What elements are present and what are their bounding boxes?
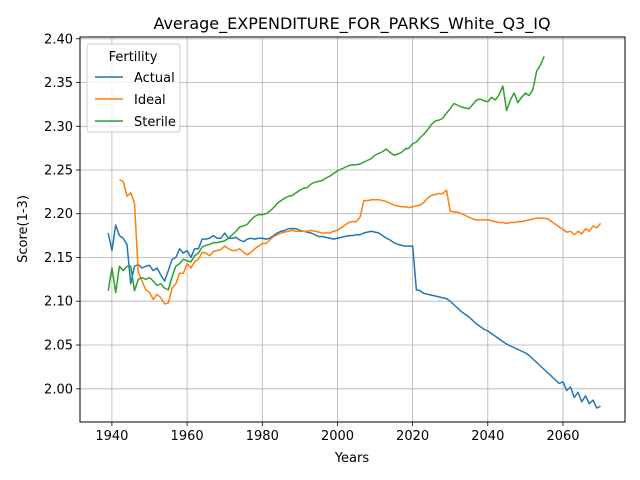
y-tick-label: 2.35: [44, 76, 73, 91]
x-tick-label: 2040: [471, 429, 504, 444]
y-axis-label: Score(1-3): [16, 195, 31, 263]
chart-title: Average_EXPENDITURE_FOR_PARKS_White_Q3_I…: [153, 14, 550, 34]
y-tick-label: 2.25: [44, 164, 73, 179]
legend-box: [86, 43, 181, 133]
x-tick-label: 1960: [171, 429, 204, 444]
x-tick-label: 2060: [546, 429, 579, 444]
x-tick-label: 1980: [246, 429, 279, 444]
axis-ticks: 1940 1960 1980 2000 2020 2040 2060 2.00 2.05 2.10…: [44, 32, 580, 444]
legend-entries: Actual Ideal Sterile: [95, 71, 176, 130]
y-tick-label: 2.00: [44, 382, 73, 397]
series-line-actual: [107, 224, 601, 409]
x-axis-label: Years: [334, 451, 370, 466]
y-tick-label: 2.40: [44, 32, 73, 47]
series-line-sterile: [107, 55, 545, 294]
x-tick-label: 2020: [396, 429, 429, 444]
y-tick-label: 2.10: [44, 295, 73, 310]
legend-label-sterile: Sterile: [134, 115, 176, 130]
legend-label-ideal: Ideal: [134, 93, 166, 108]
grid: [80, 37, 625, 422]
y-tick-label: 2.30: [44, 120, 73, 135]
series-line-ideal: [119, 178, 602, 305]
y-tick-label: 2.20: [44, 207, 73, 222]
legend-title: Fertility: [109, 50, 158, 65]
x-tick-label: 2000: [321, 429, 354, 444]
series-lines: [107, 55, 602, 409]
legend-label-actual: Actual: [134, 71, 175, 86]
x-tick-label: 1940: [95, 429, 128, 444]
y-tick-label: 2.15: [44, 251, 73, 266]
legend: Fertility Actual Ideal Sterile: [86, 43, 181, 133]
plot-frame: [79, 36, 626, 423]
y-tick-label: 2.05: [44, 339, 73, 354]
